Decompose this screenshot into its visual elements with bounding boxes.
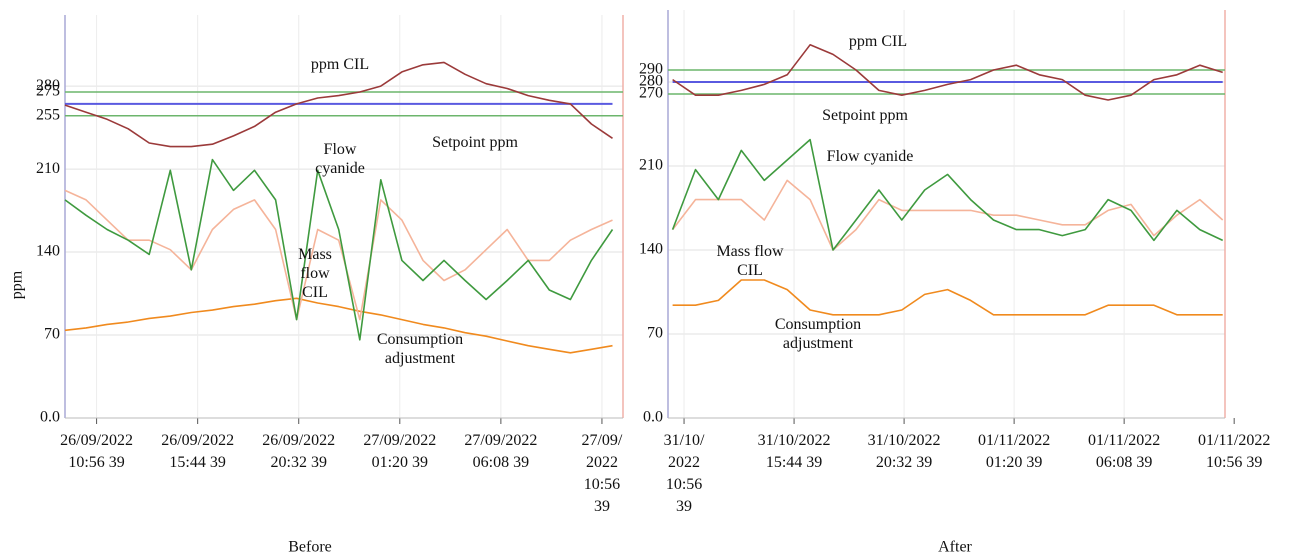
series-label: Flow cyanide <box>315 141 365 177</box>
series-label: Consumption adjustment <box>775 316 861 352</box>
y-tick-label: 70 <box>44 326 60 343</box>
series-line <box>671 179 1224 251</box>
series-line <box>64 297 613 354</box>
x-tick-label: 31/10/2022 10:56 39 <box>664 432 705 515</box>
y-tick-label: 70 <box>647 325 663 342</box>
x-tick-label: 31/10/2022 15:44 39 <box>758 432 831 471</box>
x-tick-label: 27/09/2022 10:56 39 <box>581 432 622 515</box>
series-line <box>64 61 613 148</box>
chart-caption: Before <box>288 539 332 556</box>
y-tick-label: 0.0 <box>643 409 663 426</box>
x-tick-label: 26/09/2022 10:56 39 <box>60 432 133 471</box>
series-label: Mass flow CIL <box>298 246 332 301</box>
y-tick-label: 275 <box>36 83 60 100</box>
x-tick-label: 26/09/2022 15:44 39 <box>161 432 234 471</box>
series-label: ppm CIL <box>849 33 907 50</box>
series-label: Mass flow CIL <box>716 243 784 279</box>
series-label: Flow cyanide <box>827 148 914 165</box>
series-line <box>672 279 1223 316</box>
series-line <box>64 189 613 321</box>
series-label: Consumption adjustment <box>377 331 463 367</box>
series-label: Setpoint ppm <box>822 107 908 124</box>
x-tick-label: 01/11/2022 10:56 39 <box>1198 432 1270 471</box>
series-label: Setpoint ppm <box>432 134 518 151</box>
y-tick-label: 210 <box>639 157 663 174</box>
x-tick-label: 31/10/2022 20:32 39 <box>868 432 941 471</box>
y-tick-label: 290 <box>639 61 663 78</box>
chart-caption: After <box>938 539 972 556</box>
x-tick-label: 27/09/2022 06:08 39 <box>464 432 537 471</box>
x-tick-label: 26/09/2022 20:32 39 <box>262 432 335 471</box>
y-tick-label: 140 <box>639 241 663 258</box>
series-line <box>672 43 1223 101</box>
x-tick-label: 01/11/2022 01:20 39 <box>978 432 1050 471</box>
series-line <box>64 158 614 341</box>
y-tick-label: 0.0 <box>40 409 60 426</box>
y-tick-label: 255 <box>36 106 60 123</box>
x-tick-label: 01/11/2022 06:08 39 <box>1088 432 1160 471</box>
series-line <box>671 138 1224 251</box>
y-tick-label: 280 <box>36 77 60 94</box>
y-tick-label: 140 <box>36 243 60 260</box>
series-label: ppm CIL <box>311 56 369 73</box>
y-tick-label: 280 <box>639 73 663 90</box>
y-tick-label: 210 <box>36 160 60 177</box>
y-axis-label: ppm <box>9 270 26 299</box>
y-tick-label: 270 <box>639 85 663 102</box>
x-tick-label: 27/09/2022 01:20 39 <box>363 432 436 471</box>
